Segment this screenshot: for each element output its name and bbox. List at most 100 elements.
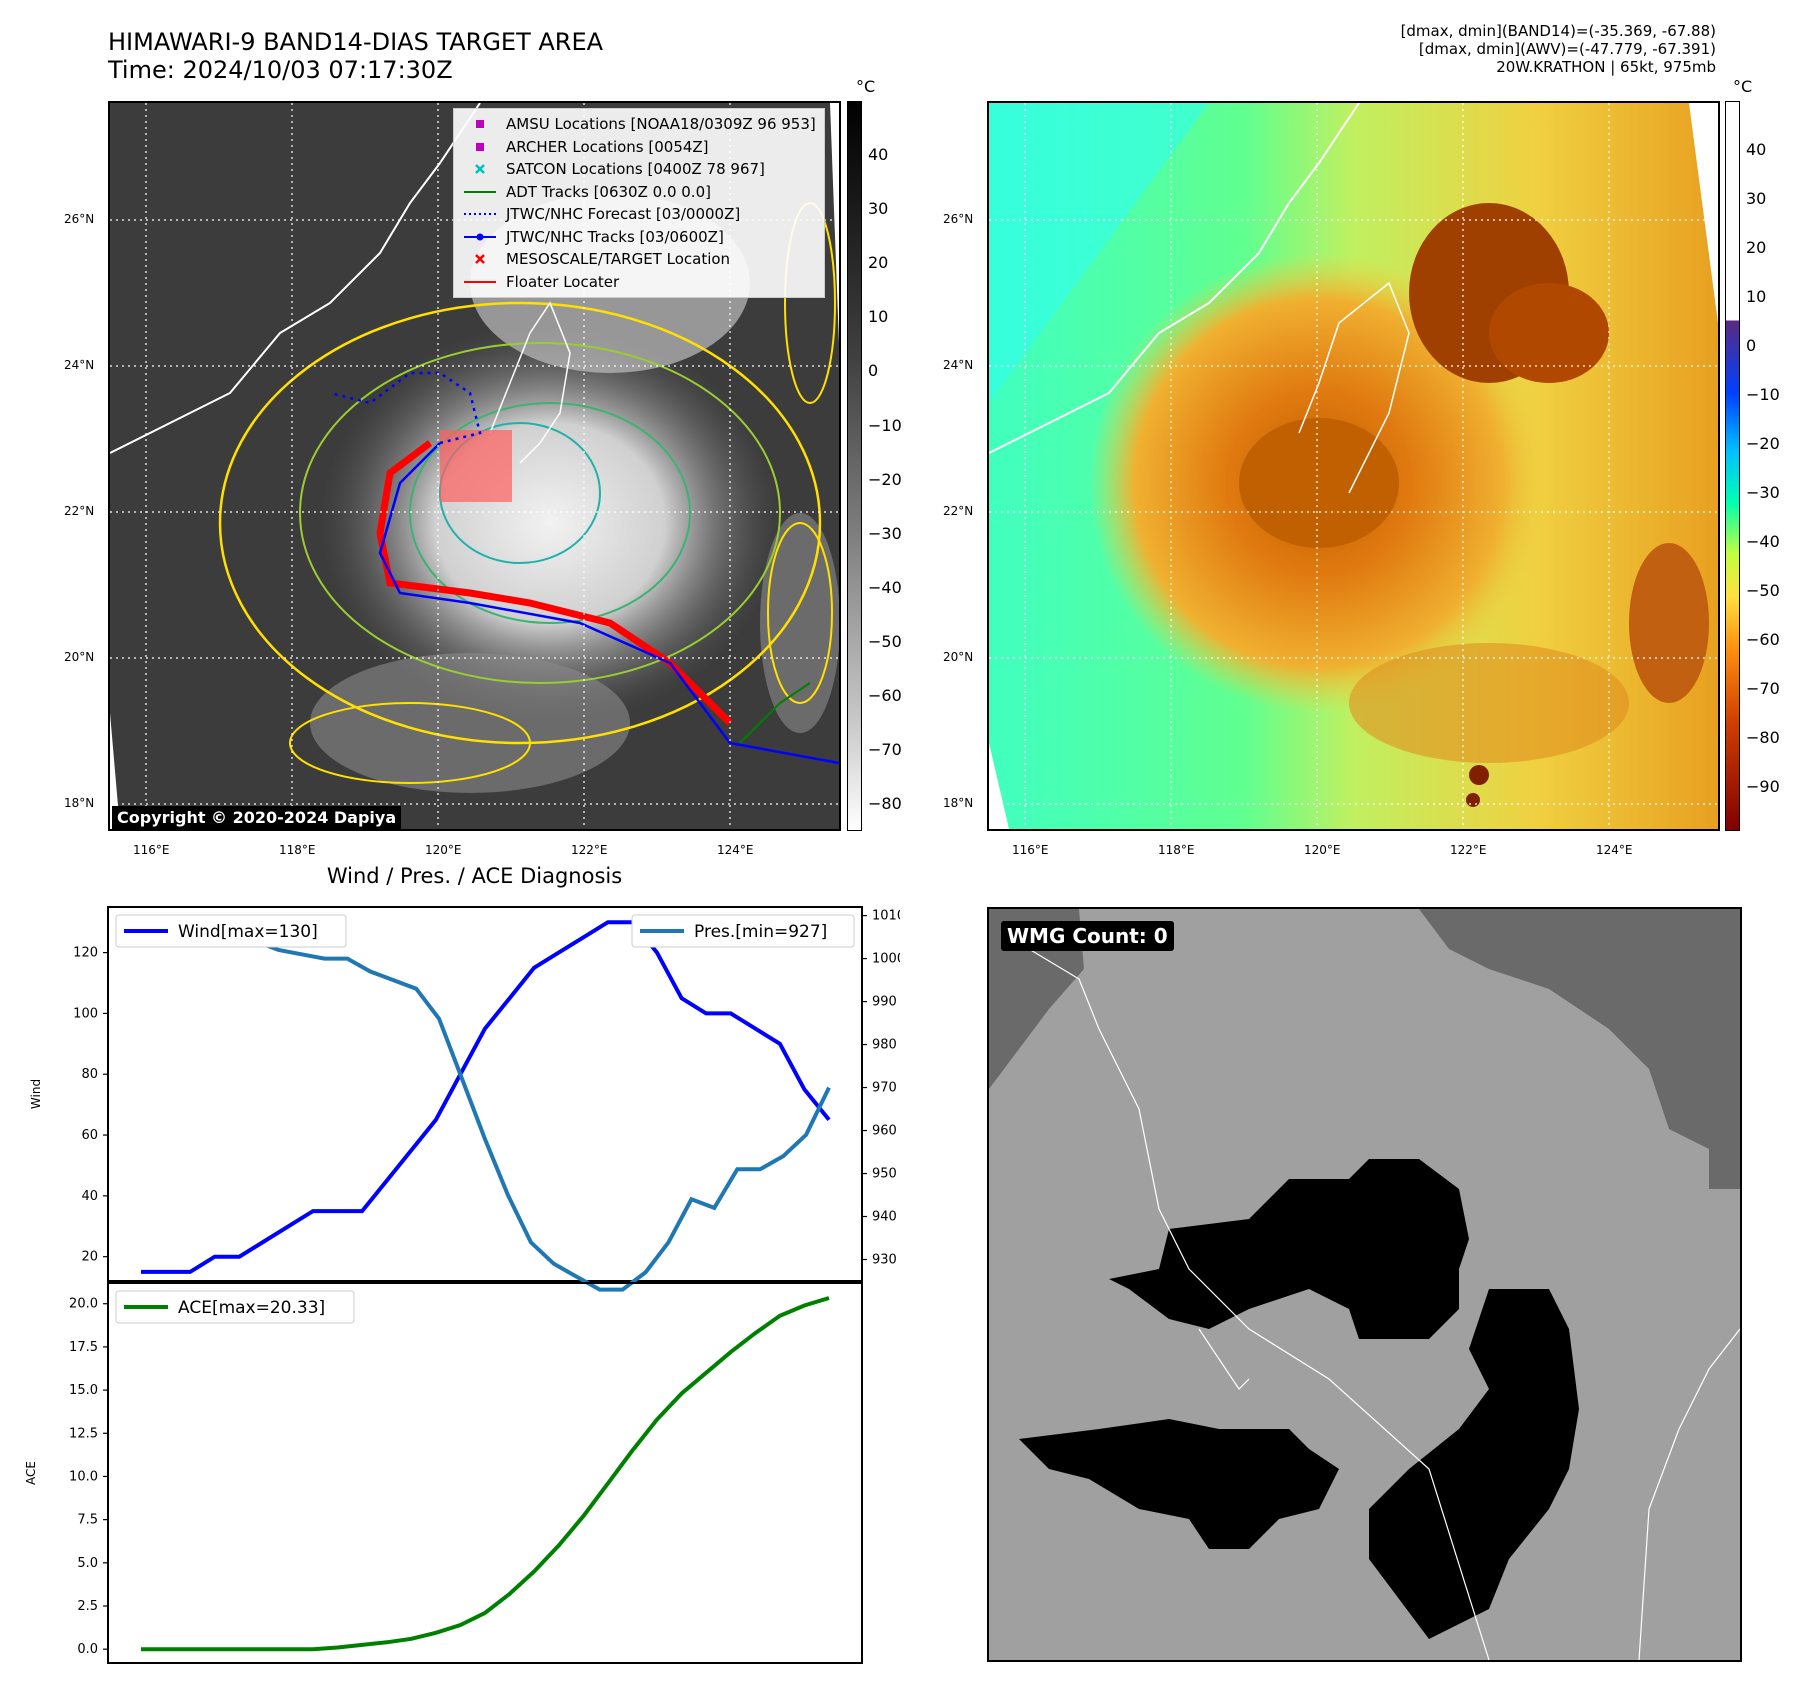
legend-label-target: MESOSCALE/TARGET Location [506,250,731,268]
ace-y-tick-label: 7.5 [77,1513,98,1528]
colorbar-tick-label: 40 [868,145,889,164]
legend-item-amsu: AMSU Locations [NOAA18/0309Z 96 953] [462,113,816,136]
wmg-count-badge: WMG Count: 0 [1001,921,1174,951]
colorbar-tick-label: −20 [1746,434,1780,453]
ace-y-tick-label: 2.5 [77,1599,98,1614]
colorbar-tick-label: −50 [868,631,902,651]
awv-lat-label-20n: 20°N [943,650,974,664]
lon-label-118e: 118°E [279,843,316,857]
magenta-square-icon [462,139,498,155]
ace-plot-frame [107,1282,863,1664]
wind-y-axis-label: Wind [29,1079,43,1109]
red-x-icon [462,251,498,267]
colorbar-tick-label: −80 [1746,728,1780,747]
legend-label-amsu: AMSU Locations [NOAA18/0309Z 96 953] [506,115,816,133]
info-line-1: [dmax, dmin](BAND14)=(-35.369, -67.88) [1400,22,1716,40]
magenta-square-icon [462,116,498,132]
lat-label-26n: 26°N [64,212,95,226]
wind-y-tick-label: 80 [81,1067,98,1082]
ir-colorbar [847,101,862,831]
colorbar-tick-label: 30 [868,199,889,219]
lon-label-124e: 124°E [717,843,754,857]
awv-lon-label-120e: 120°E [1304,843,1341,857]
wind-y-tick-label: 100 [73,1006,98,1021]
pressure-y-tick-label: 950 [872,1167,897,1182]
colorbar-tick-label: −70 [868,740,902,760]
awv-lon-label-116e: 116°E [1012,843,1049,857]
copyright-label: Copyright © 2020-2024 Dapiya [112,806,402,829]
legend-label-adt: ADT Tracks [0630Z 0.0 0.0] [506,182,711,201]
legend-item-archer: ARCHER Locations [0054Z] [462,136,816,159]
wind-plot-frame [107,906,863,1282]
legend-label-forecast: JTWC/NHC Forecast [03/0000Z] [506,205,741,223]
green-line-icon [462,184,498,200]
lat-label-22n: 22°N [64,504,95,518]
wind-legend-label: Wind[max=130] [178,922,318,942]
colorbar-tick-label: 10 [1746,287,1767,306]
wind-series-line [141,920,831,1274]
legend-label-satcon: SATCON Locations [0400Z 78 967] [506,160,765,178]
awv-lon-label-124e: 124°E [1596,843,1633,857]
awv-lat-label-22n: 22°N [943,504,974,518]
ace-y-axis-label: ACE [24,1461,38,1485]
colorbar-tick-label: 0 [868,361,879,381]
title-line-2: Time: 2024/10/03 07:17:30Z [108,56,453,84]
colorbar-tick-label: −10 [1746,385,1780,404]
ir-map-panel: AMSU Locations [NOAA18/0309Z 96 953] ARC… [108,101,841,831]
legend-item-adt: ADT Tracks [0630Z 0.0 0.0] [462,181,816,204]
colorbar-tick-label: −50 [1746,581,1780,600]
ace-y-tick-label: 20.0 [69,1297,98,1312]
ace-y-tick-label: 17.5 [69,1340,98,1355]
lat-label-24n: 24°N [64,358,95,372]
blue-dotted-line-icon [462,206,498,222]
ace-y-tick-label: 15.0 [69,1383,98,1398]
colorbar-tick-label: −60 [868,686,902,705]
wind-legend: Wind[max=130] [115,914,347,948]
colorbar1-unit: °C [856,77,876,96]
colorbar-tick-label: 40 [1746,140,1767,159]
colorbar-tick-label: −40 [1746,532,1780,551]
colorbar-tick-label: −10 [868,415,902,435]
map-legend: AMSU Locations [NOAA18/0309Z 96 953] ARC… [453,108,825,298]
lat-label-18n: 18°N [64,796,95,810]
awv-map-image [989,103,1718,829]
pressure-series-line [141,922,831,1292]
legend-item-floater: Floater Locater [462,271,816,294]
title-line-1: HIMAWARI-9 BAND14-DIAS TARGET AREA [108,28,604,56]
awv-lon-label-122e: 122°E [1450,843,1487,857]
storm-info: [dmax, dmin](BAND14)=(-35.369, -67.88) [… [1401,22,1716,76]
ace-y-tick-label: 10.0 [69,1469,98,1484]
legend-item-satcon: SATCON Locations [0400Z 78 967] [462,158,816,181]
colorbar-tick-label: −20 [868,469,902,489]
colorbar2-unit: °C [1733,77,1753,96]
wmg-image [989,909,1740,1660]
awv-map-panel [987,101,1720,831]
colorbar-tick-label: −60 [1746,630,1780,649]
colorbar-tick-label: 10 [868,307,889,327]
lon-label-116e: 116°E [133,843,170,857]
wind-y-tick-label: 120 [73,946,98,961]
wind-pressure-chart: 20 40 60 80 100 120 930 940 950 960 970 980 990 1000 1… [29,906,900,1292]
ace-y-tick-label: 5.0 [77,1556,98,1571]
pressure-y-tick-label: 940 [872,1210,897,1225]
figure-title: HIMAWARI-9 BAND14-DIAS TARGET AREA Time:… [108,28,603,84]
ace-y-tick-label: 0.0 [77,1642,98,1657]
pressure-y-tick-label: 1010 [872,909,900,924]
colorbar-tick-label: 30 [1746,189,1767,208]
info-line-2: [dmax, dmin](AWV)=(-47.779, -67.391) [1418,40,1716,58]
legend-label-floater: Floater Locater [506,272,620,291]
legend-item-forecast: JTWC/NHC Forecast [03/0000Z] [462,203,816,226]
pressure-legend-label: Pres.[min=927] [694,922,827,942]
ace-legend-label: ACE[max=20.33] [178,1298,325,1318]
colorbar-tick-label: −70 [1746,679,1780,698]
pressure-y-tick-label: 990 [872,995,897,1010]
wind-y-tick-label: 40 [81,1189,98,1204]
pressure-y-tick-label: 970 [872,1081,897,1096]
colorbar-tick-label: −30 [1746,483,1780,502]
ace-legend: ACE[max=20.33] [115,1290,355,1324]
colorbar-tick-label: 20 [1746,238,1767,257]
ace-y-tick-label: 12.5 [69,1426,98,1441]
pressure-y-tick-label: 1000 [872,952,900,967]
colorbar-tick-label: −80 [868,794,902,814]
legend-item-tracks: JTWC/NHC Tracks [03/0600Z] [462,226,816,249]
